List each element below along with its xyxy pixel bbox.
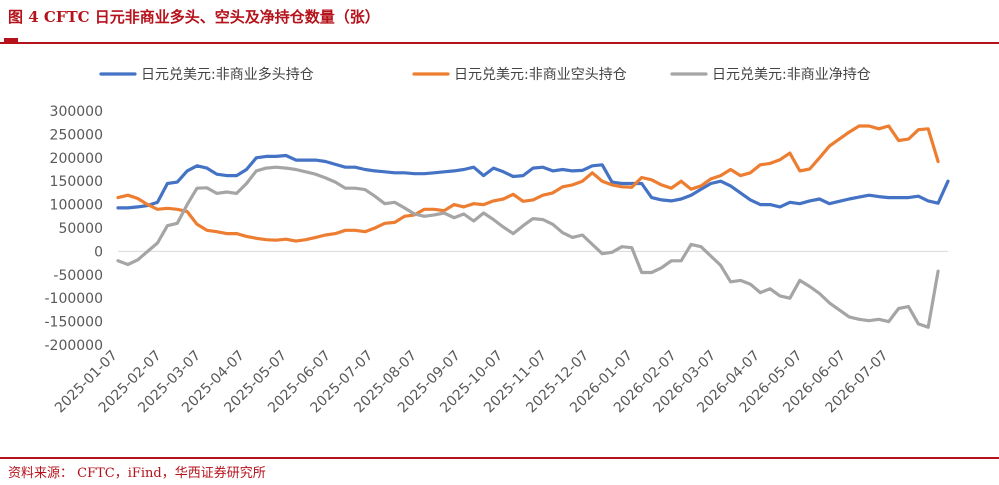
y-tick-label: -200000 [45, 338, 104, 354]
y-axis: 300000 250000 200000 150000 100000 50000 0 -500… [45, 104, 104, 354]
y-tick-label: 0 [94, 244, 103, 260]
legend-item-2: 日元兑美元:非商业净持仓 [670, 67, 871, 83]
line-chart: 日元兑美元:非商业多头持仓 日元兑美元:非商业空头持仓 日元兑美元:非商业净持仓 3… [45, 66, 950, 416]
y-tick-label: -100000 [45, 291, 104, 307]
y-tick-label: 250000 [50, 127, 103, 143]
source-rule [0, 457, 999, 459]
plot-area [116, 124, 950, 329]
chart-legend: 日元兑美元:非商业多头持仓 日元兑美元:非商业空头持仓 日元兑美元:非商业净持仓 [99, 66, 871, 83]
figure-title: 图 4 CFTC 日元非商业多头、空头及净持仓数量（张） [8, 8, 380, 26]
y-tick-label: 200000 [50, 151, 103, 167]
y-tick-label: 100000 [50, 198, 103, 214]
legend-label: 日元兑美元:非商业净持仓 [712, 67, 871, 83]
legend-label: 日元兑美元:非商业多头持仓 [141, 66, 314, 83]
title-rule [0, 42, 999, 44]
y-tick-label: 50000 [58, 221, 103, 237]
y-tick-label: 150000 [50, 174, 103, 190]
y-tick-label: 300000 [50, 104, 103, 120]
title-rule-accent [4, 38, 18, 42]
series-line-2 [116, 165, 940, 329]
y-tick-label: -50000 [53, 268, 103, 284]
series-line-0 [116, 153, 950, 210]
source-note: 资料来源： CFTC，iFind，华西证券研究所 [8, 466, 266, 481]
legend-label: 日元兑美元:非商业空头持仓 [454, 67, 627, 83]
series-line-1 [116, 124, 940, 243]
y-tick-label: -150000 [45, 315, 104, 331]
legend-item-1: 日元兑美元:非商业空头持仓 [412, 67, 627, 83]
x-axis: 2025-01-072025-02-072025-03-072025-04-07… [52, 250, 948, 416]
legend-item-0: 日元兑美元:非商业多头持仓 [99, 66, 314, 83]
